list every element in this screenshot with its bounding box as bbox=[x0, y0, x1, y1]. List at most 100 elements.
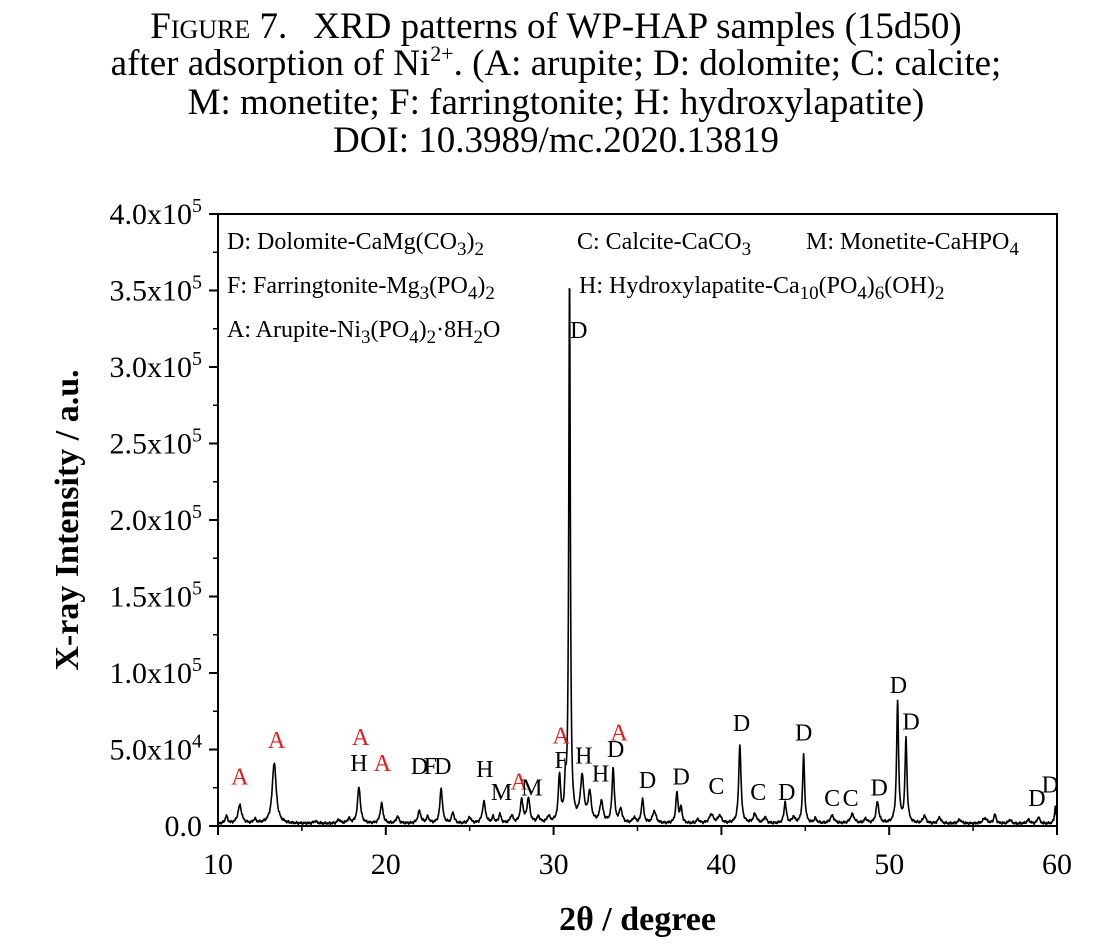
peak-label: D bbox=[434, 754, 451, 780]
peak-label: A bbox=[374, 751, 392, 777]
peak-label: C bbox=[824, 786, 840, 812]
y-tick-label: 5.0x104 bbox=[110, 731, 203, 767]
legend-text-part: ) bbox=[477, 273, 485, 299]
peak-label: F bbox=[554, 748, 567, 774]
legend-subscript: 10 bbox=[800, 283, 819, 304]
legend-text-part: ) bbox=[466, 229, 474, 255]
peak-label: F bbox=[424, 754, 437, 780]
peak-label: D bbox=[902, 710, 919, 736]
caption-line: M: monetite; F: farringtonite; H: hydrox… bbox=[0, 84, 1112, 122]
x-tick-label: 10 bbox=[203, 848, 233, 881]
peak-label: A bbox=[511, 769, 529, 795]
legend-subscript: 6 bbox=[875, 283, 885, 304]
y-tick-mantissa: 1.5x10 bbox=[110, 581, 193, 614]
y-tick-exponent: 5 bbox=[192, 425, 202, 447]
caption-text: DOI: 10.3989/mc.2020.13819 bbox=[332, 120, 780, 161]
peak-label: H bbox=[350, 751, 367, 777]
legend-text-part: (PO bbox=[819, 273, 858, 299]
y-tick-exponent: 5 bbox=[192, 348, 202, 370]
legend-subscript: 4 bbox=[409, 327, 419, 348]
y-tick-exponent: 5 bbox=[192, 654, 202, 676]
caption-text: XRD patterns of WP-HAP samples (15d50) bbox=[313, 6, 962, 47]
legend-entry: F: Farringtonite-Mg3(PO4)2 bbox=[227, 273, 495, 304]
peak-label: H bbox=[592, 762, 609, 788]
y-tick-exponent: 5 bbox=[192, 501, 202, 523]
y-tick-exponent: 5 bbox=[192, 272, 202, 294]
peak-label: D bbox=[672, 765, 689, 791]
plot-frame bbox=[217, 213, 1058, 827]
legend-subscript: 4 bbox=[1009, 239, 1019, 260]
peak-label: H bbox=[476, 757, 493, 783]
legend-subscript: 3 bbox=[361, 327, 371, 348]
legend-text-part: F: Farringtonite-Mg bbox=[227, 273, 420, 299]
legend-text-part: D: Dolomite-CaMg(CO bbox=[227, 229, 457, 255]
y-tick-label: 3.5x105 bbox=[110, 272, 203, 308]
y-tick-exponent: 5 bbox=[192, 195, 202, 217]
x-tick-label: 60 bbox=[1042, 848, 1072, 881]
legend-subscript: 3 bbox=[742, 239, 752, 260]
peak-label: C bbox=[708, 774, 724, 800]
x-axis-title: 2θ / degree bbox=[559, 901, 716, 938]
y-tick-mantissa: 2.5x10 bbox=[110, 428, 193, 461]
y-tick-label: 2.5x105 bbox=[110, 425, 203, 461]
legend-text-part: O bbox=[483, 317, 500, 343]
peak-label: D bbox=[733, 711, 750, 737]
xrd-pattern-line bbox=[217, 287, 1058, 826]
y-tick-label: 2.0x105 bbox=[110, 501, 203, 537]
peak-label: H bbox=[575, 743, 592, 769]
x-tick-label: 30 bbox=[539, 848, 569, 881]
legend-entry: C: Calcite-CaCO3 bbox=[577, 229, 751, 260]
y-tick-label: 0.0 bbox=[165, 810, 203, 843]
caption-text: . (A: arupite; D: dolomite; C: calcite; bbox=[453, 43, 1002, 84]
legend-subscript: 2 bbox=[485, 283, 495, 304]
legend-subscript: 2 bbox=[473, 327, 483, 348]
legend-text-part: ·8H bbox=[436, 317, 473, 343]
y-tick-mantissa: 1.0x10 bbox=[110, 657, 193, 690]
legend-text-part: M: Monetite-CaHPO bbox=[806, 229, 1009, 255]
legend-entry: M: Monetite-CaHPO4 bbox=[806, 229, 1019, 260]
legend-text-part: ) bbox=[867, 273, 875, 299]
peak-label: C bbox=[750, 780, 766, 806]
legend-subscript: 3 bbox=[420, 283, 430, 304]
caption-line: after adsorption of Ni2+. (A: arupite; D… bbox=[0, 43, 1112, 84]
caption-text: after adsorption of Ni bbox=[110, 43, 431, 84]
legend-subscript: 2 bbox=[474, 239, 484, 260]
peak-label: D bbox=[778, 780, 795, 806]
peak-label: D bbox=[890, 673, 907, 699]
peak-label: M bbox=[491, 780, 512, 806]
y-tick-mantissa: 2.0x10 bbox=[110, 504, 193, 537]
peak-label: A bbox=[231, 765, 249, 791]
legend-entry: H: Hydroxylapatite-Ca10(PO4)6(OH)2 bbox=[579, 273, 944, 304]
legend-subscript: 2 bbox=[935, 283, 945, 304]
peak-label: A bbox=[610, 720, 628, 746]
caption-superscript: 2+ bbox=[430, 41, 454, 66]
y-axis-title: X-ray Intensity / a.u. bbox=[49, 369, 86, 670]
legend-text-part: C: Calcite-CaCO bbox=[577, 229, 742, 255]
peak-label: A bbox=[352, 725, 370, 751]
peak-label: C bbox=[843, 786, 859, 812]
legend-text-part: H: Hydroxylapatite-Ca bbox=[579, 273, 800, 299]
y-tick-label: 1.0x105 bbox=[110, 654, 203, 690]
figure-number: Figure 7. bbox=[150, 6, 288, 47]
peak-label: D bbox=[1028, 786, 1045, 812]
y-tick-label: 3.0x105 bbox=[110, 348, 203, 384]
peak-label: D bbox=[607, 737, 624, 763]
legend-text-part: (OH) bbox=[884, 273, 935, 299]
legend-entry: A: Arupite-Ni3(PO4)2·8H2O bbox=[227, 317, 500, 348]
peak-label: D bbox=[870, 775, 887, 801]
y-tick-mantissa: 4.0x10 bbox=[110, 198, 193, 231]
legend-subscript: 4 bbox=[857, 283, 867, 304]
x-tick-label: 50 bbox=[874, 848, 904, 881]
legend-text-part: (PO bbox=[429, 273, 468, 299]
y-tick-mantissa: 3.5x10 bbox=[110, 275, 193, 308]
y-tick-label: 4.0x105 bbox=[110, 195, 203, 231]
y-tick-mantissa: 3.0x10 bbox=[110, 351, 193, 384]
peak-label: A bbox=[268, 728, 286, 754]
caption-line: Figure 7. XRD patterns of WP-HAP samples … bbox=[0, 8, 1112, 46]
y-tick-exponent: 5 bbox=[192, 578, 202, 600]
caption-text: M: monetite; F: farringtonite; H: hydrox… bbox=[187, 82, 925, 123]
y-tick-label: 1.5x105 bbox=[110, 578, 203, 614]
peak-label: D bbox=[639, 768, 656, 794]
peak-label: D bbox=[570, 318, 587, 344]
